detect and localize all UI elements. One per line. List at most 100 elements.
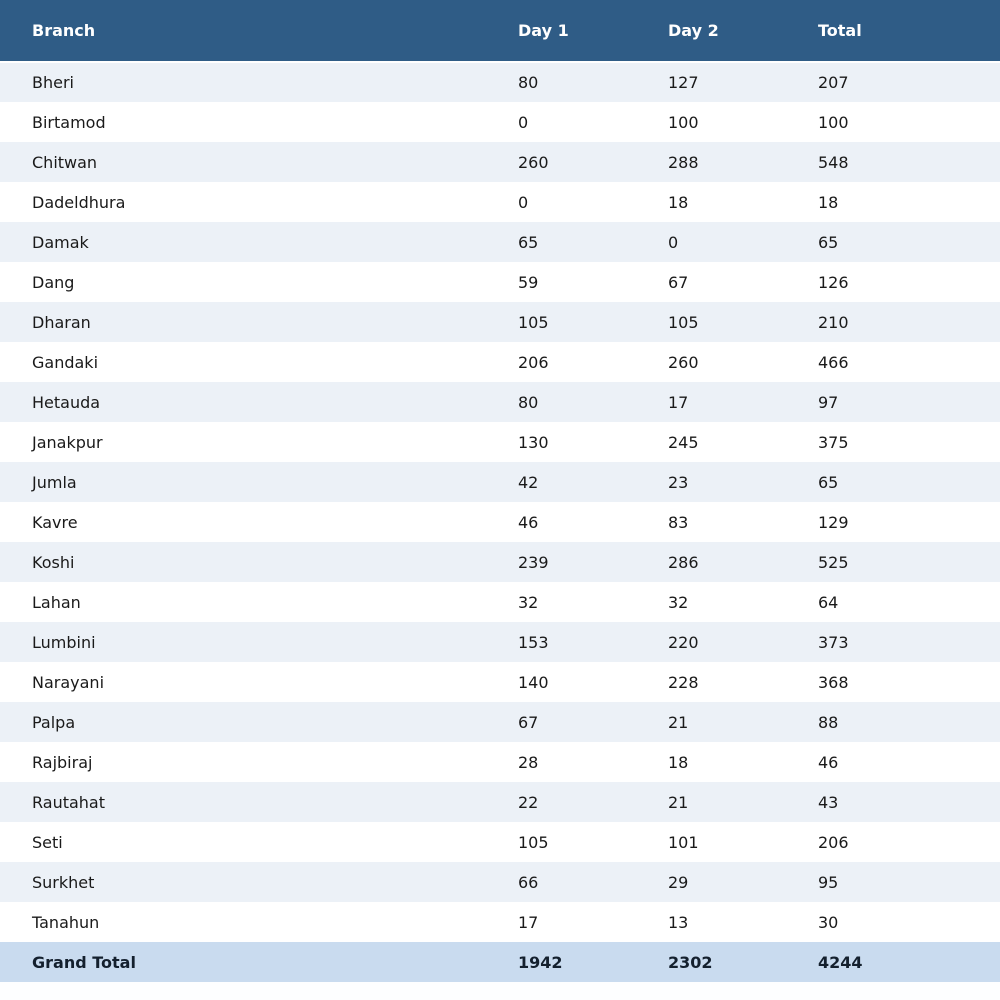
branch-cell: Dang [32,272,75,292]
table-row: Janakpur 130 245 375 [0,422,1000,462]
day1-cell: 105 [518,832,549,852]
day1-cell: 65 [518,232,539,252]
table-row: Bheri 80 127 207 [0,62,1000,102]
day1-cell: 80 [518,392,539,412]
day1-cell: 130 [518,432,549,452]
day1-cell: 66 [518,872,539,892]
table-row: Gandaki 206 260 466 [0,342,1000,382]
branch-cell: Seti [32,832,63,852]
total-cell: 30 [818,912,839,932]
day1-cell: 46 [518,512,539,532]
branch-cell: Lahan [32,592,81,612]
branch-cell: Rautahat [32,792,106,812]
table-body: Bheri 80 127 207 Birtamod 0 100 100 Chitwan 260 28… [0,62,1000,942]
grand-total-total: 4244 [818,952,863,972]
branch-cell: Damak [32,232,89,252]
day2-cell: 17 [668,392,689,412]
table-row: Tanahun 17 13 30 [0,902,1000,942]
total-cell: 368 [818,672,849,692]
day2-cell: 29 [668,872,689,892]
day1-cell: 32 [518,592,539,612]
day2-cell: 21 [668,712,689,732]
header-branch: Branch [0,0,518,63]
day2-cell: 23 [668,472,689,492]
total-cell: 210 [818,312,849,332]
table-row: Chitwan 260 288 548 [0,142,1000,182]
table-row: Dadeldhura 0 18 18 [0,182,1000,222]
table-row: Palpa 67 21 88 [0,702,1000,742]
day1-cell: 260 [518,152,549,172]
branch-cell: Birtamod [32,112,106,132]
day1-cell: 22 [518,792,539,812]
branch-cell: Gandaki [32,352,99,372]
day2-cell: 286 [668,552,699,572]
branch-cell: Tanahun [32,912,100,932]
branch-cell: Palpa [32,712,76,732]
day2-cell: 100 [668,112,699,132]
grand-total-label: Grand Total [32,952,136,972]
day2-cell: 288 [668,152,699,172]
total-cell: 548 [818,152,849,172]
total-cell: 64 [818,592,839,612]
table-row: Rautahat 22 21 43 [0,782,1000,822]
grand-total-row: Grand Total 1942 2302 4244 [0,942,1000,982]
total-cell: 65 [818,472,839,492]
header-day1: Day 1 [518,0,668,63]
day1-cell: 17 [518,912,539,932]
day1-cell: 206 [518,352,549,372]
day2-cell: 228 [668,672,699,692]
total-cell: 65 [818,232,839,252]
day2-cell: 18 [668,752,689,772]
table-row: Jumla 42 23 65 [0,462,1000,502]
day2-cell: 101 [668,832,699,852]
day1-cell: 0 [518,112,529,132]
day2-cell: 0 [668,232,679,252]
table-row: Lumbini 153 220 373 [0,622,1000,662]
branch-cell: Kavre [32,512,78,532]
day2-cell: 220 [668,632,699,652]
day1-cell: 80 [518,73,539,92]
table-row: Koshi 239 286 525 [0,542,1000,582]
branch-cell: Dharan [32,312,91,332]
header-total: Total [818,0,1000,63]
branch-cell: Jumla [32,472,77,492]
day2-cell: 32 [668,592,689,612]
table-row: Hetauda 80 17 97 [0,382,1000,422]
day1-cell: 239 [518,552,549,572]
table-row: Seti 105 101 206 [0,822,1000,862]
branch-cell: Surkhet [32,872,95,892]
branch-cell: Koshi [32,552,75,572]
total-cell: 373 [818,632,849,652]
branch-cell: Lumbini [32,632,96,652]
branch-cell: Hetauda [32,392,101,412]
day1-cell: 105 [518,312,549,332]
total-cell: 375 [818,432,849,452]
day1-cell: 28 [518,752,539,772]
day2-cell: 105 [668,312,699,332]
total-cell: 97 [818,392,839,412]
day2-cell: 21 [668,792,689,812]
table-row: Kavre 46 83 129 [0,502,1000,542]
branch-cell: Rajbiraj [32,752,93,772]
table-row: Dharan 105 105 210 [0,302,1000,342]
table-row: Surkhet 66 29 95 [0,862,1000,902]
table-row: Birtamod 0 100 100 [0,102,1000,142]
branch-cell: Janakpur [32,432,103,452]
day2-cell: 13 [668,912,689,932]
table-row: Lahan 32 32 64 [0,582,1000,622]
total-cell: 206 [818,832,849,852]
day2-cell: 67 [668,272,689,292]
day1-cell: 0 [518,192,529,212]
day2-cell: 127 [668,73,699,92]
total-cell: 46 [818,752,839,772]
grand-total-day2: 2302 [668,952,713,972]
total-cell: 88 [818,712,839,732]
table-row: Dang 59 67 126 [0,262,1000,302]
table-row: Damak 65 0 65 [0,222,1000,262]
day2-cell: 245 [668,432,699,452]
branch-cell: Bheri [32,73,74,92]
branch-cell: Narayani [32,672,105,692]
total-cell: 207 [818,73,849,92]
table-row: Rajbiraj 28 18 46 [0,742,1000,782]
